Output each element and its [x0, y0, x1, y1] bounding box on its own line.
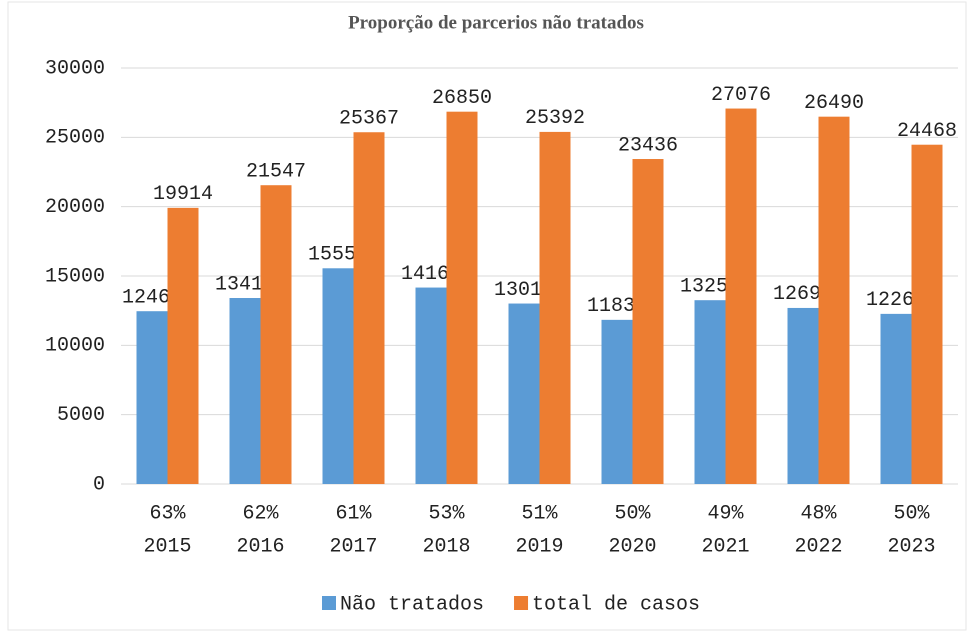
data-label: 12269: [866, 289, 926, 312]
legend-swatch: [322, 596, 336, 610]
x-tick-label: 2022: [794, 535, 842, 558]
x-tick-label: 53%: [428, 502, 465, 525]
data-label: 15556: [308, 244, 368, 267]
bar: [446, 111, 478, 485]
bar: [322, 268, 354, 484]
bar: [911, 144, 943, 485]
data-label: 12696: [773, 283, 833, 306]
data-label: 24468: [897, 120, 957, 143]
x-tick-label: 62%: [242, 502, 279, 525]
data-label: 25392: [525, 107, 585, 130]
bar: [508, 303, 540, 484]
x-tick-label: 63%: [149, 502, 186, 525]
y-tick-label: 20000: [45, 196, 105, 219]
x-tick-label: 2023: [887, 535, 935, 558]
y-tick-label: 15000: [45, 265, 105, 288]
bar: [415, 287, 447, 484]
x-tick-label: 2016: [236, 535, 284, 558]
bar: [632, 159, 664, 484]
x-tick-label: 2018: [422, 535, 470, 558]
x-tick-label: 50%: [893, 502, 930, 525]
data-label: 13014: [494, 279, 554, 302]
bar: [229, 298, 261, 484]
data-label: 21547: [246, 160, 306, 183]
y-tick-label: 25000: [45, 127, 105, 150]
x-tick-label: 51%: [521, 502, 558, 525]
chart-border: [7, 1, 967, 631]
x-tick-label: 61%: [335, 502, 372, 525]
bar: [353, 132, 385, 484]
bar: [167, 207, 199, 485]
y-tick-label: 30000: [45, 57, 105, 80]
data-label: 13255: [680, 275, 740, 298]
y-tick-label: 10000: [45, 335, 105, 358]
x-tick-label: 48%: [800, 502, 837, 525]
data-label: 13413: [215, 273, 275, 296]
data-label: 19914: [153, 183, 213, 206]
data-label: 26490: [804, 92, 864, 115]
x-tick-label: 2020: [608, 535, 656, 558]
y-tick-label: 0: [93, 473, 105, 496]
data-label: 11838: [587, 295, 647, 318]
chart-title: Proporção de parcerios não tratados: [348, 12, 644, 33]
bar: [260, 185, 292, 484]
x-tick-label: 2017: [329, 535, 377, 558]
data-label: 14167: [401, 263, 461, 286]
x-tick-label: 2019: [515, 535, 563, 558]
x-tick-label: 50%: [614, 502, 651, 525]
bar: [136, 311, 168, 484]
bar: [787, 307, 819, 484]
data-label: 27076: [711, 84, 771, 107]
bar: [880, 313, 912, 484]
bar: [818, 116, 850, 484]
bar: [725, 108, 757, 484]
legend-label: total de casos: [532, 593, 700, 616]
bar: [601, 319, 633, 484]
x-tick-label: 49%: [707, 502, 744, 525]
x-tick-label: 2015: [143, 535, 191, 558]
data-label: 26850: [432, 87, 492, 110]
data-label: 12461: [122, 286, 182, 309]
legend-label: Não tratados: [340, 593, 484, 616]
y-tick-label: 5000: [57, 404, 105, 427]
data-label: 25367: [339, 108, 399, 131]
bar: [694, 300, 726, 484]
data-label: 23436: [618, 134, 678, 157]
x-tick-label: 2021: [701, 535, 749, 558]
legend-swatch: [514, 596, 529, 610]
bar: [539, 131, 571, 485]
